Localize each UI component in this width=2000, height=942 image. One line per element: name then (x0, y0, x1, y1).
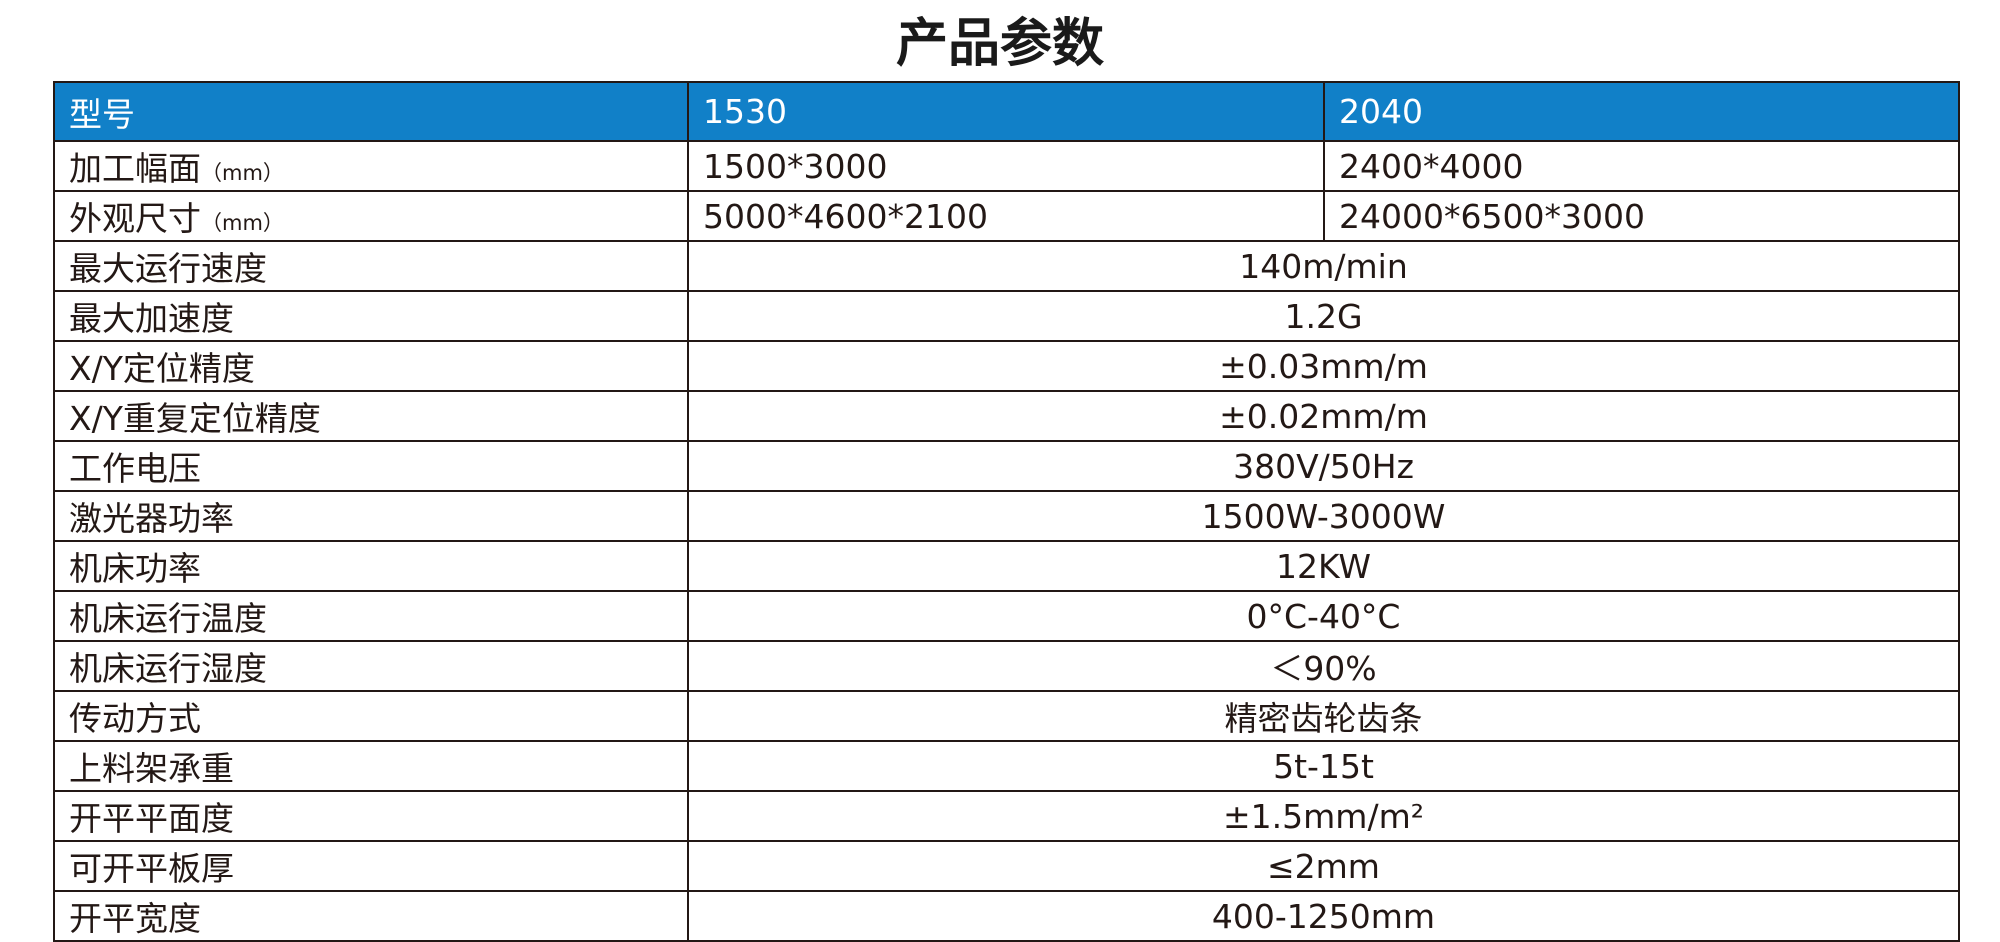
label-cell: 开平平面度 (53, 790, 689, 842)
label-cell: 机床功率 (53, 540, 689, 592)
row: 外观尺寸（mm） 5000*4600*2100 24000*6500*3000 (53, 190, 1960, 242)
header-cell: 2040 (1323, 81, 1960, 142)
row-label: 传动方式 (69, 699, 201, 738)
unit: （mm） (201, 211, 284, 235)
row-label: 最大运行速度 (69, 249, 267, 288)
row-label: X/Y定位精度 (69, 349, 255, 388)
row-label: 开平宽度 (69, 899, 201, 938)
value-cell: 24000*6500*3000 (1323, 190, 1960, 242)
row-label: 可开平板厚 (69, 849, 234, 888)
value-cell: 12KW (687, 540, 1960, 592)
value-cell: ±0.02mm/m (687, 390, 1960, 442)
title: 产品参数 (895, 14, 1104, 74)
label-cell: 外观尺寸（mm） (53, 190, 689, 242)
label-cell: 最大加速度 (53, 290, 689, 342)
value-cell: ＜90% (687, 640, 1960, 692)
label-cell: X/Y重复定位精度 (53, 390, 689, 442)
row: 激光器功率 1500W-3000W (53, 490, 1960, 542)
row-label: X/Y重复定位精度 (69, 399, 321, 438)
value-cell: 0°C-40°C (687, 590, 1960, 642)
table-body: 型号 1530 2040 加工幅面（mm） 1500*3000 2400*4000 外观尺寸… (53, 81, 1960, 942)
label-cell: X/Y定位精度 (53, 340, 689, 392)
row: 最大加速度 1.2G (53, 290, 1960, 342)
row-label: 机床功率 (69, 549, 201, 588)
row: 机床运行温度 0°C-40°C (53, 590, 1960, 642)
header-row: 型号 1530 2040 (53, 81, 1960, 142)
row: X/Y定位精度 ±0.03mm/m (53, 340, 1960, 392)
value-cell: 1500W-3000W (687, 490, 1960, 542)
row-label: 开平平面度 (69, 799, 234, 838)
unit: （mm） (201, 161, 284, 185)
label-cell: 机床运行湿度 (53, 640, 689, 692)
row: 机床功率 12KW (53, 540, 1960, 592)
value-cell: ±1.5mm/m² (687, 790, 1960, 842)
label-cell: 机床运行温度 (53, 590, 689, 642)
row-label: 加工幅面 (69, 149, 201, 188)
row: 开平宽度 400-1250mm (53, 890, 1960, 942)
row-label: 机床运行温度 (69, 599, 267, 638)
label-cell: 最大运行速度 (53, 240, 689, 292)
row: X/Y重复定位精度 ±0.02mm/m (53, 390, 1960, 442)
label-cell: 可开平板厚 (53, 840, 689, 892)
row-label: 最大加速度 (69, 299, 234, 338)
value-cell: 140m/min (687, 240, 1960, 292)
label-cell: 工作电压 (53, 440, 689, 492)
row-label: 机床运行湿度 (69, 649, 267, 688)
row: 传动方式 精密齿轮齿条 (53, 690, 1960, 742)
row-label: 上料架承重 (69, 749, 234, 788)
value-cell: ≤2mm (687, 840, 1960, 892)
row: 开平平面度 ±1.5mm/m² (53, 790, 1960, 842)
value-cell: 1500*3000 (687, 140, 1325, 192)
row-label: 激光器功率 (69, 499, 234, 538)
value-cell: 400-1250mm (687, 890, 1960, 942)
label-cell: 加工幅面（mm） (53, 140, 689, 192)
row: 加工幅面（mm） 1500*3000 2400*4000 (53, 140, 1960, 192)
value-cell: 5000*4600*2100 (687, 190, 1325, 242)
row: 上料架承重 5t-15t (53, 740, 1960, 792)
label-cell: 上料架承重 (53, 740, 689, 792)
header-cell: 型号 (53, 81, 689, 142)
row: 工作电压 380V/50Hz (53, 440, 1960, 492)
value-cell: 1.2G (687, 290, 1960, 342)
label-cell: 开平宽度 (53, 890, 689, 942)
row: 机床运行湿度 ＜90% (53, 640, 1960, 692)
row-label: 工作电压 (69, 449, 201, 488)
value-cell: 5t-15t (687, 740, 1960, 792)
spec-table: 型号 1530 2040 加工幅面（mm） 1500*3000 2400*4000 外观尺寸… (53, 81, 1960, 942)
value-cell: 精密齿轮齿条 (687, 690, 1960, 742)
value-cell: 380V/50Hz (687, 440, 1960, 492)
label-cell: 激光器功率 (53, 490, 689, 542)
row: 最大运行速度 140m/min (53, 240, 1960, 292)
value-cell: 2400*4000 (1323, 140, 1960, 192)
label-cell: 传动方式 (53, 690, 689, 742)
header-cell: 1530 (687, 81, 1325, 142)
row-label: 外观尺寸 (69, 199, 201, 238)
row: 可开平板厚 ≤2mm (53, 840, 1960, 892)
value-cell: ±0.03mm/m (687, 340, 1960, 392)
